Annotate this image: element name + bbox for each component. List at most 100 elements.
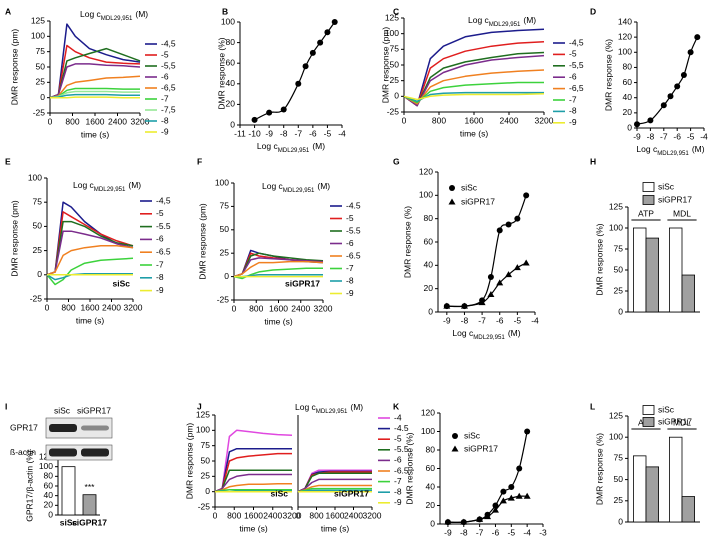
x-tick-label: -9 [633,131,641,141]
point [694,34,701,41]
blot-row-label: ß-actin [10,447,36,457]
legend-title: Log cMDL29,951 (M) [80,9,148,22]
point [324,29,331,36]
legend-label: -8 [569,106,577,116]
legend-label: -7 [346,263,354,273]
x-tick-label: 2400 [344,510,363,520]
legend-label: -7 [394,476,402,486]
panel-letter: A [5,6,11,16]
x-tick-label: 1600 [244,510,263,520]
x-tick-label: 1600 [81,302,100,312]
y-tick-label: 0 [428,306,433,316]
point [496,227,503,234]
y-tick-label: 0 [394,91,399,101]
trace [297,472,372,493]
point [492,502,499,509]
x-axis-label-part: Log c [257,141,279,151]
bar [669,436,683,523]
y-tick-label: -25 [387,106,400,116]
point [251,116,258,123]
x-tick-label: -6 [673,131,681,141]
annotation: siSc [271,488,289,498]
legend-title-part: MDL29,951 [101,15,133,22]
legend-title: Log cMDL29,951 (M) [262,181,330,194]
y-tick-label: 125 [609,410,623,420]
x-axis-label-part: MDL29,951 [473,334,505,341]
legend-title-part: (M) [350,402,363,412]
legend-marker [449,185,455,191]
panel-letter: C [393,6,399,16]
y-tick-label: 0 [205,486,210,496]
legend-label: -5,5 [161,60,176,70]
trace [214,473,292,493]
legend-label: -8 [346,275,354,285]
point [674,83,681,90]
legend-label: -6 [161,71,169,81]
legend-marker [451,445,459,452]
x-tick-label: 3200 [363,510,382,520]
point [331,19,338,25]
x-tick-label: 0 [296,510,301,520]
y-axis-label: DMR response (%) [594,433,604,505]
legend-title-part: MDL29,951 [94,186,126,193]
y-axis-label: DMR response (pm) [184,423,194,500]
bar [633,455,647,523]
legend-title-part: (M) [128,180,141,190]
legend-label: -8 [161,115,169,125]
trace [297,478,372,493]
y-tick-label: 100 [28,172,42,182]
bar [633,227,647,313]
y-tick-label: 50 [220,224,230,234]
x-tick-label: 0 [45,302,50,312]
y-tick-label: 60 [426,463,436,473]
point [500,488,507,495]
point [660,102,667,109]
x-tick-label: -9 [443,315,451,325]
y-tick-label: 100 [421,426,435,436]
legend-label: -7 [569,94,577,104]
y-tick-label: 60 [226,57,236,67]
blot-row-label: GPR17 [10,422,38,432]
legend-title-part: MDL29,951 [283,187,315,194]
trace [403,91,544,103]
y-tick-label: 60 [44,480,54,490]
x-tick-label: -5 [514,315,522,325]
y-tick-label: 100 [618,47,632,57]
y-tick-label: 40 [44,490,54,500]
x-tick-label: -9 [444,527,452,537]
y-axis-label: DMR response (%) [402,206,412,278]
blot-band [49,448,77,457]
x-tick-label: 800 [65,116,79,126]
legend-marker [452,433,458,439]
y-tick-label: 40 [226,78,236,88]
legend-label: -5.5 [346,225,361,235]
legend-label: -5 [569,49,577,59]
y-tick-label: 20 [424,283,434,293]
x-tick-label: 0 [232,303,237,313]
panel-letter: E [5,156,11,166]
legend-label: -9 [161,126,169,136]
y-tick-label: 25 [33,245,43,255]
y-tick-label: 100 [215,177,229,187]
y-tick-label: 25 [220,247,230,257]
point [507,494,515,501]
legend-label: -4.5 [394,423,409,433]
point [514,215,521,222]
y-axis-label: DMR response (pm) [9,200,19,277]
legend-label: -5.5 [156,221,171,231]
panel-letter: F [197,156,202,166]
legend-title-part: (M) [135,9,148,19]
y-tick-label: 50 [390,59,400,69]
legend-title-part: Log c [262,181,284,191]
legend-swatch [642,195,655,205]
legend-label: -4,5 [156,195,171,205]
point [516,465,523,472]
x-tick-label: -8 [647,131,655,141]
legend-label: -5 [394,433,402,443]
legend-label: -9 [569,117,577,127]
legend-label: -7,5 [161,104,176,114]
x-tick-label: -9 [265,128,273,138]
y-tick-label: 100 [39,461,53,471]
blot-band [81,425,109,431]
